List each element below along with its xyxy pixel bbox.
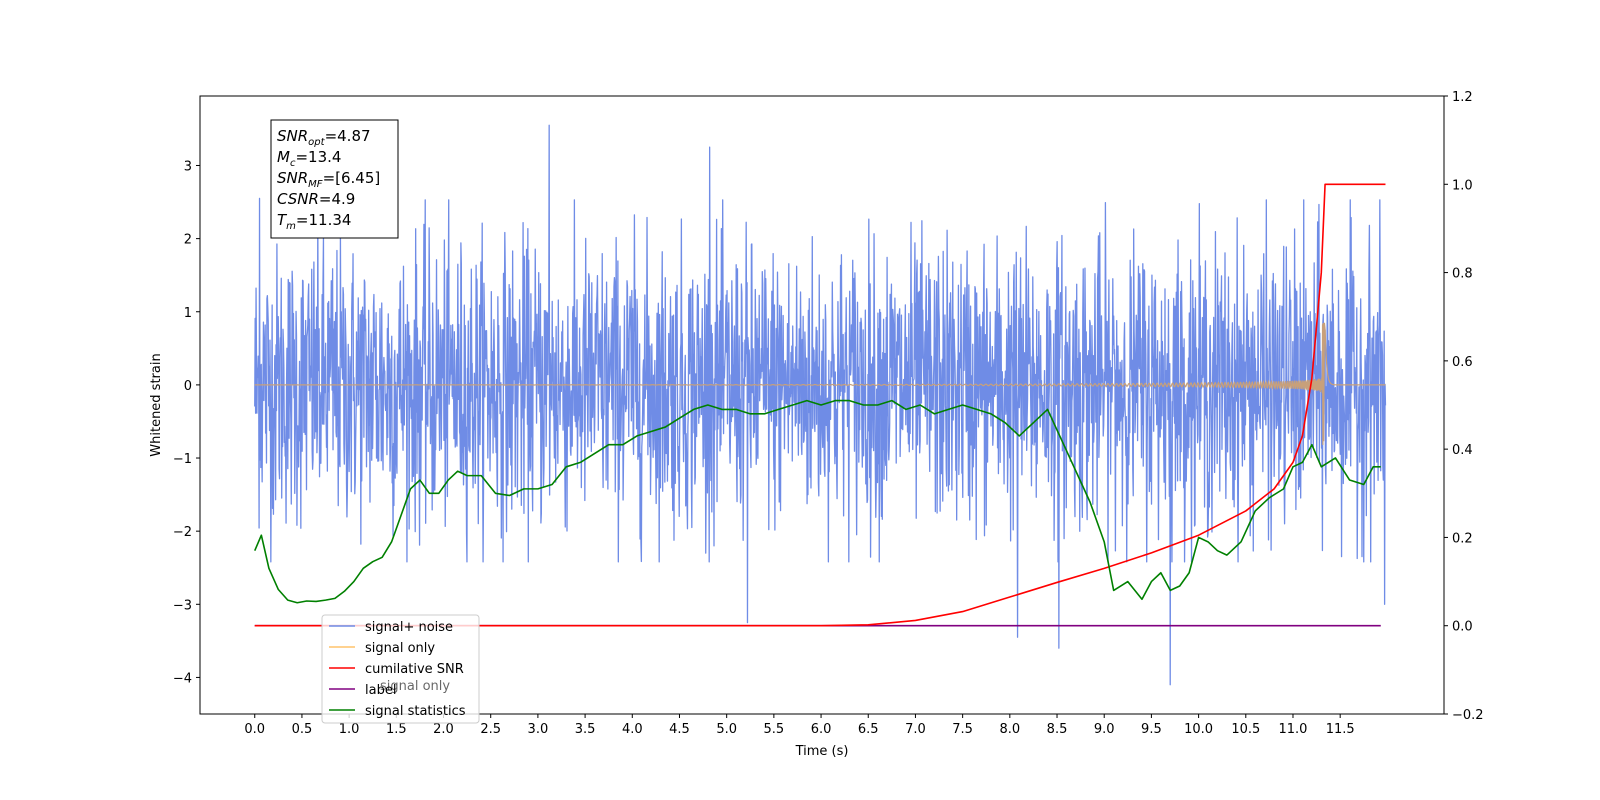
series-signal-statistics [254,399,1381,604]
x-tick-label: 9.0 [1094,722,1115,737]
y-axis-right: −0.2 0.0 0.2 0.4 0.6 0.8 1.0 1.2 [1444,90,1484,723]
y2-tick-label: 1.2 [1452,90,1473,105]
series-signal-plus-noise [254,124,1387,686]
x-tick-label: 4.5 [669,722,690,737]
x-tick-label: 9.5 [1141,722,1162,737]
x-tick-label: 0.5 [292,722,313,737]
legend-frame [321,614,480,724]
x-tick-label: 5.0 [716,722,737,737]
annotation-box-frame [270,119,399,239]
y-tick-label: 0 [184,379,192,394]
x-tick-label: 2.5 [480,722,501,737]
x-tick-label: 4.0 [622,722,643,737]
x-tick-label: 2.0 [433,722,454,737]
x-tick-label: 1.0 [339,722,360,737]
annotation-line: SNRopt=4.87 [277,127,371,148]
annotation-line: SNRMF=[6.45] [277,169,380,190]
y-tick-label: −1 [173,452,192,467]
y-axis-title: Whitened strain [149,353,164,456]
y-axis-left: −4 −3 −2 −1 0 1 2 3 [173,159,200,686]
x-tick-label: 0.0 [244,722,265,737]
x-tick-label: 3.5 [575,722,596,737]
legend-label: signal+ noise [365,620,453,635]
y2-tick-label: 0.6 [1452,355,1473,370]
y-tick-label: −2 [173,525,192,540]
y2-tick-label: 0.4 [1452,443,1473,458]
legend-ghost-text: signal only [380,679,450,694]
y-tick-label: −4 [173,671,192,686]
x-axis-title: Time (s) [795,744,849,759]
x-tick-label: 6.0 [811,722,832,737]
x-tick-label: 5.5 [764,722,785,737]
legend-label: cumilative SNR [365,662,464,677]
legend-label: signal statistics [365,704,466,719]
x-tick-label: 1.5 [386,722,407,737]
x-tick-label: 6.5 [858,722,879,737]
plot-frame [199,95,1445,715]
legend-label: signal only [365,641,435,656]
x-tick-label: 3.0 [528,722,549,737]
y2-tick-label: 0.2 [1452,531,1473,546]
y-tick-label: 1 [184,306,192,321]
y2-tick-label: −0.2 [1452,708,1484,723]
x-tick-label: 7.0 [905,722,926,737]
series-signal-only [254,322,1386,446]
x-tick-label: 8.0 [999,722,1020,737]
y2-tick-label: 0.0 [1452,620,1473,635]
legend-label: label [365,683,396,698]
y2-tick-label: 1.0 [1452,178,1473,193]
y-tick-label: 3 [184,159,192,174]
y-tick-label: 2 [184,233,192,248]
x-tick-label: 11.5 [1326,722,1355,737]
x-tick-label: 8.5 [1047,722,1068,737]
annotation-line: Tm=11.34 [277,211,351,232]
x-tick-label: 10.0 [1184,722,1213,737]
annotation-line: CSNR=4.9 [277,190,355,208]
x-axis: 0.0 0.5 1.0 1.5 2.0 2.5 3.0 3.5 4.0 4.5 5.0 5.5 6.0 6… [244,714,1355,737]
x-tick-label: 11.0 [1279,722,1308,737]
y-tick-label: −3 [173,598,192,613]
series-cumilative-snr [254,183,1386,627]
x-tick-label: 7.5 [952,722,973,737]
legend: signal only signal+ noise signal only cumil… [321,614,480,724]
y2-tick-label: 0.8 [1452,267,1473,282]
annotation-line: Mc=13.4 [277,148,341,169]
x-tick-label: 10.5 [1231,722,1260,737]
